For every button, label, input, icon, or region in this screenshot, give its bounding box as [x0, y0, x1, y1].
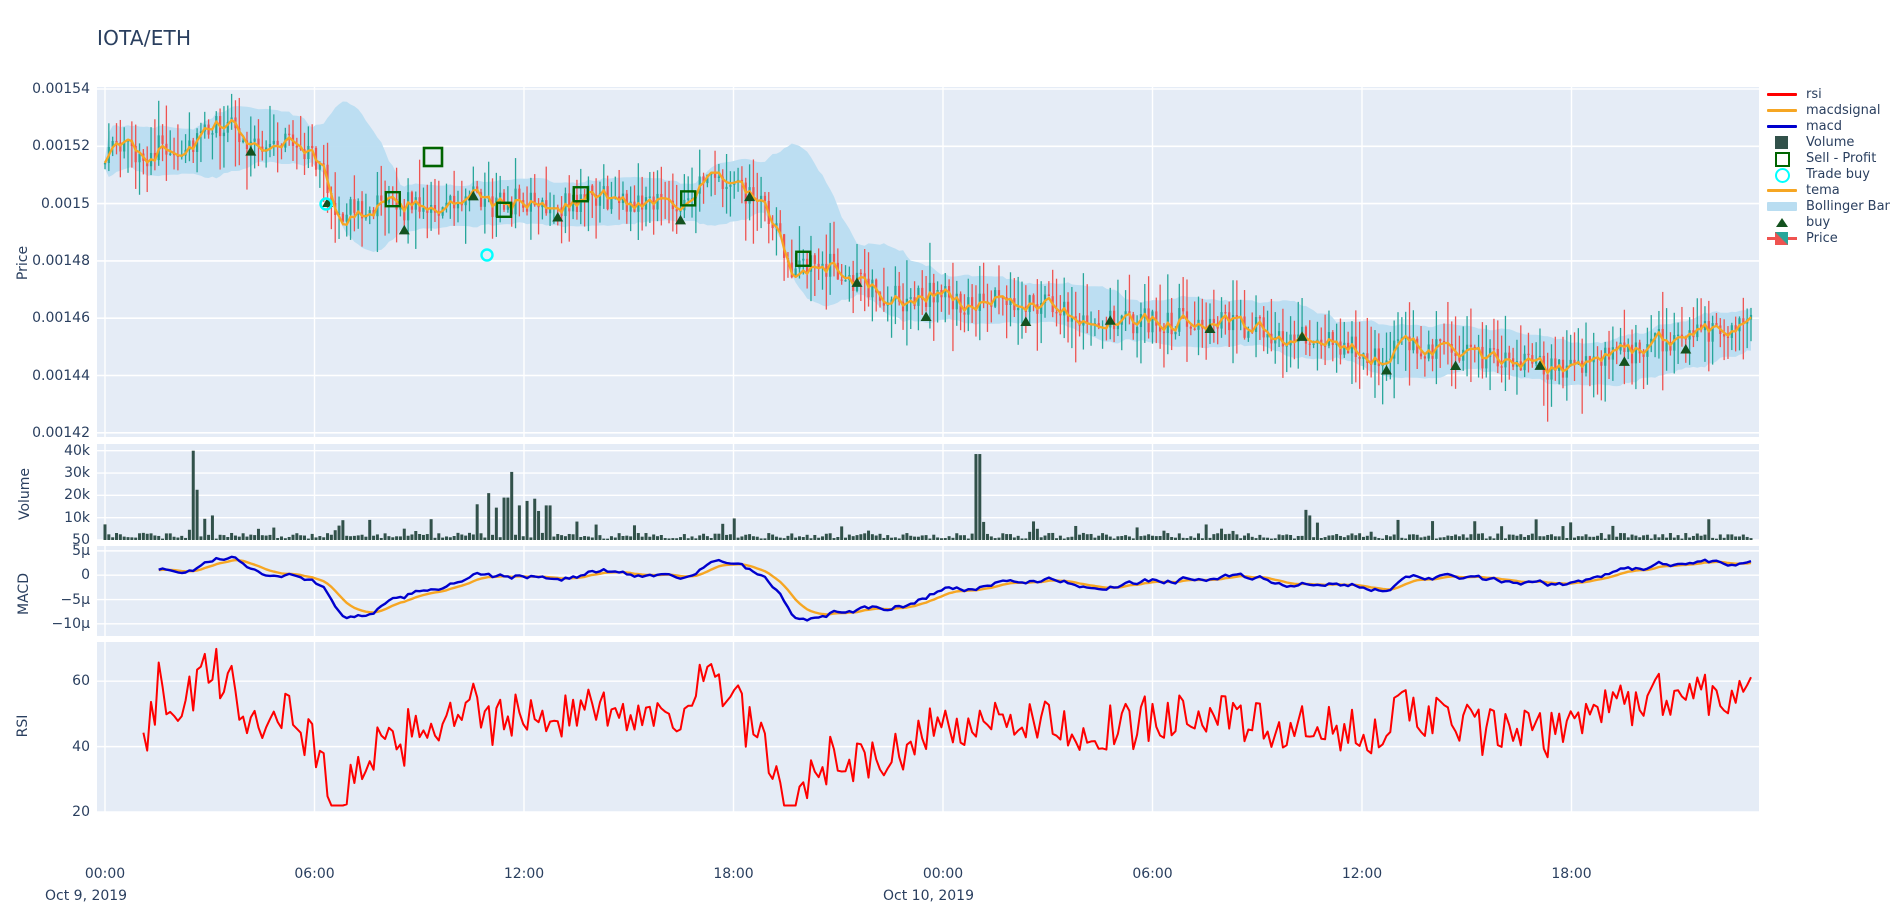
line-icon	[1767, 109, 1797, 112]
legend-item-sell-profit[interactable]: Sell - Profit	[1765, 150, 1890, 167]
price-ytick-4: 0.00146	[32, 310, 90, 327]
circle-open-icon	[1775, 168, 1790, 183]
legend-triangle-swatch	[1765, 214, 1799, 230]
price-ytick-2: 0.0015	[41, 195, 90, 212]
price-ytick-6: 0.00142	[32, 424, 90, 441]
legend-item-rsi[interactable]: rsi	[1765, 86, 1890, 102]
legend-line-swatch	[1765, 102, 1799, 118]
xtick-3: 18:00	[713, 866, 754, 882]
legend-item-macdsignal[interactable]: macdsignal	[1765, 102, 1890, 118]
volume-ytick-4: 50	[72, 531, 90, 548]
rsi-ytick-1: 40	[72, 738, 90, 755]
legend-line-swatch	[1765, 118, 1799, 134]
legend-square-swatch	[1765, 134, 1799, 150]
legend-item-trade-buy[interactable]: Trade buy	[1765, 166, 1890, 183]
legend-item-label: rsi	[1806, 86, 1822, 102]
legend-item-label: tema	[1806, 182, 1840, 198]
volume-ytick-0: 40k	[64, 442, 90, 459]
legend-band-swatch	[1765, 198, 1799, 214]
macd-ytick-2: −5µ	[60, 591, 90, 608]
xtick-1: 06:00	[294, 866, 335, 882]
volume-ytick-3: 10k	[64, 509, 90, 526]
price-ytick-5: 0.00144	[32, 367, 90, 384]
macd-ytick-3: −10µ	[51, 615, 90, 632]
legend-item-label: Volume	[1806, 134, 1855, 150]
rsi-ytick-0: 60	[72, 673, 90, 690]
chart-legend[interactable]: rsi macdsignal macd Volume Sell - Profit Trad…	[1765, 86, 1890, 246]
macd-panel	[97, 546, 1759, 636]
price-ytick-3: 0.00148	[32, 252, 90, 269]
rsi-ytick-2: 20	[72, 804, 90, 820]
legend-candlestick-swatch	[1765, 230, 1799, 246]
legend-circle-open-swatch	[1765, 166, 1799, 183]
rsi-series-layer	[142, 647, 1752, 807]
legend-item-label: Bollinger Band	[1806, 198, 1890, 214]
page-title: IOTA/ETH	[97, 26, 192, 50]
legend-item-label: Price	[1806, 230, 1838, 246]
legend-item-price[interactable]: Price	[1765, 230, 1890, 246]
volume-ytick-2: 20k	[64, 487, 90, 504]
xtick-0: 00:00	[84, 866, 126, 882]
legend-item-buy[interactable]: buy	[1765, 214, 1890, 230]
xtick-4: 00:00	[922, 866, 964, 882]
square-icon	[1775, 136, 1788, 149]
legend-item-macd[interactable]: macd	[1765, 118, 1890, 134]
legend-item-bollinger-band[interactable]: Bollinger Band	[1765, 198, 1890, 214]
price-ytick-0: 0.00154	[32, 81, 90, 97]
legend-item-tema[interactable]: tema	[1765, 182, 1890, 198]
triangle-up-icon	[1776, 218, 1788, 227]
macd-ytick-0: 5µ	[72, 542, 90, 559]
macd-ytick-1: 0	[81, 567, 90, 584]
legend-item-label: Sell - Profit	[1806, 150, 1877, 166]
line-icon	[1767, 125, 1797, 128]
xaxis-date-0: Oct 9, 2019	[45, 888, 128, 904]
legend-item-label: macdsignal	[1806, 102, 1881, 118]
xtick-7: 18:00	[1551, 866, 1592, 882]
legend-item-label: buy	[1806, 214, 1831, 230]
price-ytick-1: 0.00152	[32, 138, 90, 155]
legend-line-swatch	[1765, 86, 1799, 102]
price-series-layer	[103, 93, 1753, 422]
xaxis-date-1: Oct 10, 2019	[883, 888, 974, 904]
xtick-2: 12:00	[503, 866, 545, 882]
line-icon	[1767, 93, 1797, 96]
xtick-5: 06:00	[1132, 866, 1173, 882]
line-icon	[1767, 189, 1797, 192]
legend-square-open-swatch	[1765, 150, 1799, 167]
legend-item-label: Trade buy	[1806, 166, 1870, 182]
band-icon	[1767, 202, 1797, 211]
legend-line-swatch	[1765, 182, 1799, 198]
volume-panel	[97, 444, 1759, 540]
square-open-icon	[1775, 152, 1790, 167]
candle-body-icon	[1775, 232, 1788, 245]
volume-series-layer	[103, 450, 1753, 540]
legend-item-label: macd	[1806, 118, 1843, 134]
xtick-6: 12:00	[1341, 866, 1383, 882]
volume-ytick-1: 30k	[64, 465, 90, 482]
macd-series-layer	[158, 555, 1752, 622]
legend-item-volume[interactable]: Volume	[1765, 134, 1890, 150]
